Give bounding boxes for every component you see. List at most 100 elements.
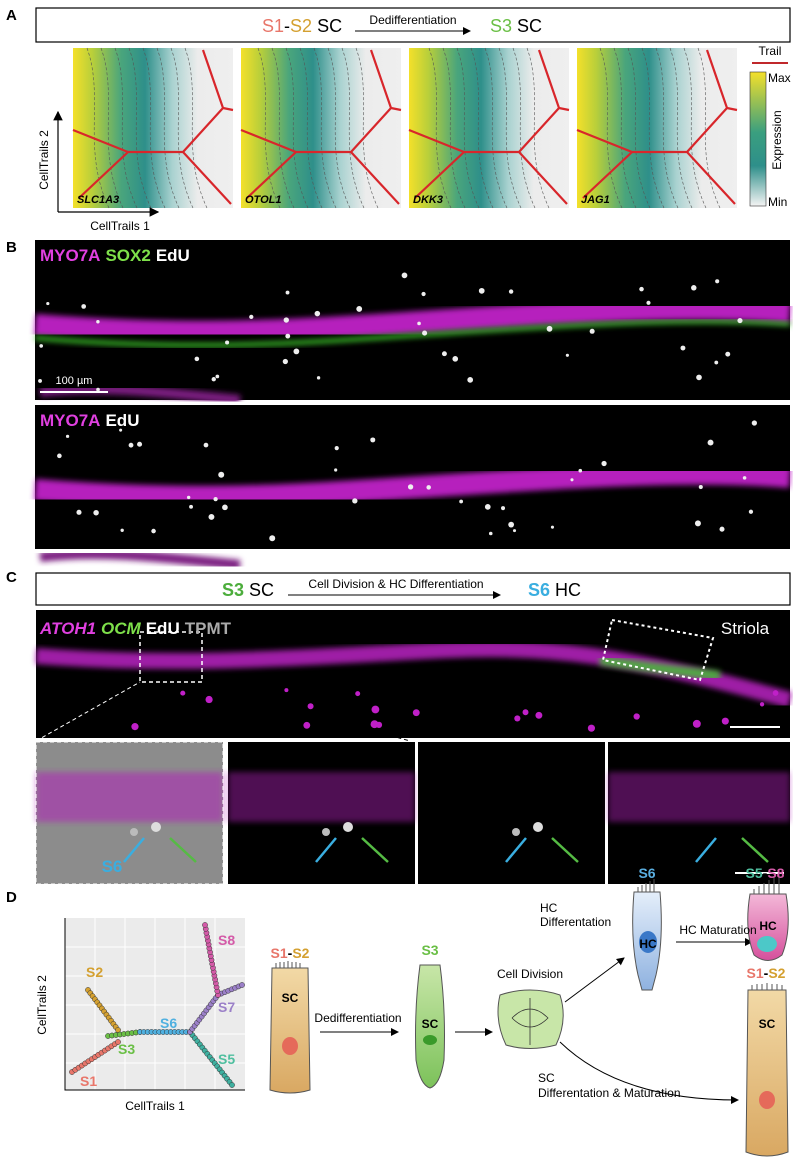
edu-nucleus (151, 822, 161, 832)
label-line: SC (538, 1071, 555, 1085)
edu-nucleus (283, 359, 288, 364)
edu-nucleus (508, 522, 514, 528)
stain-labels: MYO7A EdU (40, 411, 139, 430)
state: S1 (271, 945, 288, 961)
edu-nucleus (513, 529, 516, 532)
edu-nucleus (691, 285, 696, 290)
scale-bar-label: 100 µm (56, 375, 93, 387)
expression-plot: JAG1 (577, 48, 737, 208)
edu-nucleus (408, 484, 413, 489)
state-label: S6 (160, 1015, 177, 1031)
cell-type: SC (422, 1017, 439, 1031)
edu-nucleus (322, 828, 330, 836)
expression-field (73, 48, 233, 208)
legend-max: Max (768, 71, 791, 85)
edu-nucleus (218, 472, 224, 478)
edu-nucleus (334, 468, 337, 471)
edu-nucleus (719, 527, 724, 532)
y-axis-label: CellTrails 2 (37, 130, 51, 190)
sc-cell (746, 990, 788, 1156)
edu-nucleus (551, 526, 554, 529)
cell-type: HC (555, 580, 581, 600)
cell-spot (514, 715, 520, 721)
micrographs (36, 610, 790, 884)
edu-nucleus (286, 291, 290, 295)
edu-nucleus (512, 828, 520, 836)
edu-nucleus (578, 469, 582, 473)
cell-type: SC (317, 16, 342, 36)
cell-spot (180, 691, 185, 696)
edu-nucleus (66, 435, 69, 438)
edu-nucleus (93, 510, 98, 515)
edu-nucleus (225, 340, 229, 344)
edu-nucleus (46, 302, 49, 305)
edu-nucleus (489, 532, 493, 536)
state: S5 (746, 865, 763, 881)
edu-nucleus (370, 437, 375, 442)
edu-nucleus (120, 529, 123, 532)
atoh1-layer (608, 772, 790, 822)
cell-type: SC (282, 991, 299, 1005)
edu-nucleus (39, 344, 43, 348)
edu-nucleus (317, 376, 320, 379)
state: S8 (767, 865, 784, 881)
cell-spot (355, 691, 360, 696)
edu-nucleus (442, 351, 447, 356)
state: S1 (747, 965, 764, 981)
stain: ATOH1 (39, 619, 96, 638)
cell-spot (722, 718, 729, 725)
edu-nucleus (195, 357, 200, 362)
edu-nucleus (639, 287, 644, 292)
edu-nucleus (590, 329, 595, 334)
state-label: S1 (80, 1073, 97, 1089)
cell-spot (760, 702, 764, 706)
edu-nucleus (646, 301, 650, 305)
edu-nucleus (509, 289, 513, 293)
nucleus (282, 1037, 298, 1055)
stain: MYO7A (40, 411, 100, 430)
edu-nucleus (533, 822, 543, 832)
state-label: S5-S8 (746, 865, 785, 881)
edu-nucleus (81, 304, 86, 309)
edu-nucleus (485, 504, 491, 510)
edu-nucleus (137, 442, 142, 447)
cell-dot (202, 922, 207, 927)
stain: EdU (105, 411, 139, 430)
y-axis-label: CellTrails 2 (35, 975, 49, 1035)
state: S2 (292, 945, 309, 961)
state: S3 (490, 16, 512, 36)
state: S6 (528, 580, 550, 600)
atoh1-layer (228, 772, 415, 822)
edu-nucleus (212, 377, 216, 381)
edu-nucleus (749, 510, 753, 514)
header-text: S1-S2SC (262, 16, 342, 36)
gene-label: JAG1 (581, 194, 610, 206)
arrow (565, 958, 624, 1002)
edu-nucleus (187, 496, 190, 499)
state-label: S7 (218, 999, 235, 1015)
edu-nucleus (699, 485, 703, 489)
edu-nucleus (315, 311, 321, 317)
arrow-label: Cell Division (497, 967, 563, 981)
stain: OCM (101, 619, 142, 638)
stain: SOX2 (105, 246, 150, 265)
nucleus (759, 1091, 775, 1109)
cell-spot (371, 706, 379, 714)
edu-nucleus (479, 288, 485, 294)
edu-nucleus (501, 506, 505, 510)
nucleus (757, 936, 777, 952)
edu-nucleus (725, 352, 730, 357)
edu-nucleus (76, 510, 81, 515)
edu-nucleus (467, 377, 473, 383)
edu-nucleus (222, 504, 228, 510)
expression-plot: OTOL1 (241, 48, 401, 208)
edu-nucleus (352, 498, 357, 503)
edu-nucleus (57, 454, 62, 459)
state-label: S1-S2 (747, 965, 786, 981)
arrow-label: Dedifferentiation (314, 1011, 401, 1025)
dividing-cell (498, 990, 563, 1049)
edu-nucleus (269, 535, 275, 541)
edu-nucleus (752, 420, 757, 425)
cell-spot (588, 725, 595, 732)
